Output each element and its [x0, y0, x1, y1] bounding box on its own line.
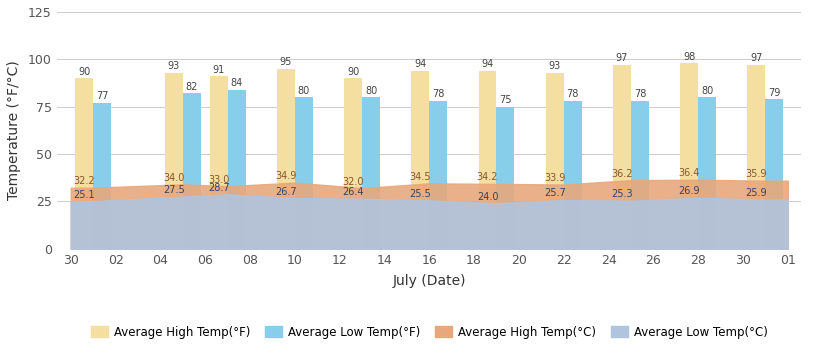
Bar: [698, 97, 716, 249]
Bar: [76, 78, 93, 249]
Text: 90: 90: [78, 67, 90, 77]
Bar: [496, 107, 515, 249]
Text: 26.4: 26.4: [342, 187, 364, 197]
Bar: [429, 101, 447, 249]
Bar: [295, 97, 313, 249]
Text: 91: 91: [212, 65, 225, 75]
Text: 26.9: 26.9: [678, 186, 700, 196]
Text: 24.0: 24.0: [476, 192, 498, 202]
Bar: [210, 76, 227, 249]
Bar: [479, 71, 496, 249]
Text: 97: 97: [616, 54, 628, 63]
Text: 78: 78: [432, 89, 444, 100]
Text: 78: 78: [634, 89, 646, 100]
X-axis label: July (Date): July (Date): [393, 274, 466, 288]
Text: 77: 77: [96, 91, 109, 101]
Text: 34.2: 34.2: [476, 172, 498, 182]
Bar: [362, 97, 380, 249]
Text: 33.9: 33.9: [544, 173, 565, 183]
Text: 97: 97: [750, 54, 763, 63]
Text: 35.9: 35.9: [745, 169, 767, 179]
Text: 98: 98: [683, 51, 696, 62]
Text: 25.7: 25.7: [544, 189, 565, 198]
Text: 75: 75: [499, 95, 512, 105]
Bar: [564, 101, 582, 249]
Text: 26.7: 26.7: [275, 186, 296, 197]
Bar: [631, 101, 649, 249]
Bar: [183, 93, 201, 249]
Text: 80: 80: [365, 86, 377, 96]
Text: 34.5: 34.5: [409, 172, 431, 182]
Bar: [748, 65, 765, 249]
Text: 79: 79: [768, 88, 780, 97]
Text: 32.0: 32.0: [342, 177, 364, 186]
Bar: [344, 78, 362, 249]
Text: 80: 80: [701, 86, 713, 96]
Text: 93: 93: [549, 61, 561, 71]
Text: 93: 93: [168, 61, 180, 71]
Text: 25.1: 25.1: [73, 190, 95, 199]
Text: 27.5: 27.5: [163, 185, 185, 195]
Text: 82: 82: [186, 82, 198, 92]
Text: 95: 95: [280, 57, 292, 67]
Legend: Average High Temp(°F), Average Low Temp(°F), Average High Temp(°C), Average Low : Average High Temp(°F), Average Low Temp(…: [85, 321, 773, 343]
Bar: [546, 72, 564, 249]
Bar: [93, 103, 111, 249]
Text: 34.9: 34.9: [276, 171, 296, 181]
Bar: [227, 89, 246, 249]
Bar: [165, 72, 183, 249]
Bar: [681, 63, 698, 249]
Text: 28.7: 28.7: [208, 183, 229, 193]
Bar: [412, 71, 429, 249]
Text: 94: 94: [481, 59, 494, 69]
Text: 36.2: 36.2: [611, 169, 632, 178]
Text: 25.9: 25.9: [745, 188, 767, 198]
Text: 90: 90: [347, 67, 359, 77]
Bar: [277, 69, 295, 249]
Text: 25.3: 25.3: [611, 189, 632, 199]
Text: 94: 94: [414, 59, 427, 69]
Text: 34.0: 34.0: [164, 173, 184, 183]
Text: 33.0: 33.0: [208, 174, 229, 185]
Text: 32.2: 32.2: [73, 176, 95, 186]
Bar: [765, 99, 784, 249]
Y-axis label: Temperature (°F/°C): Temperature (°F/°C): [7, 60, 21, 200]
Text: 36.4: 36.4: [678, 168, 700, 178]
Text: 80: 80: [298, 86, 310, 96]
Text: 25.5: 25.5: [409, 189, 432, 199]
Text: 84: 84: [231, 78, 242, 88]
Bar: [613, 65, 631, 249]
Text: 78: 78: [567, 89, 579, 100]
